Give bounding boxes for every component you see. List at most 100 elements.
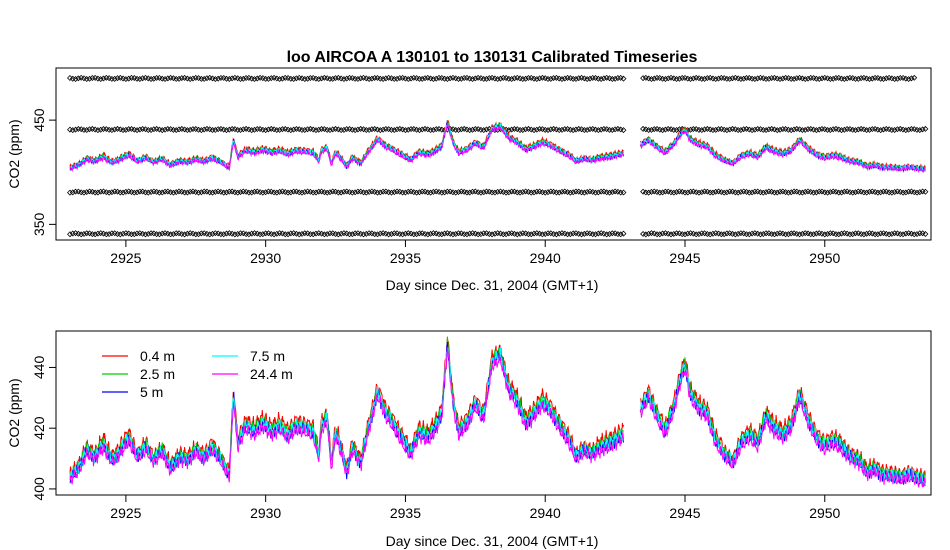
calibration-marker [732,74,739,81]
calibration-marker [838,189,845,196]
calibration-marker [150,75,157,82]
top-plot-area [67,74,929,238]
calibration-marker [656,126,663,133]
calibration-marker [698,75,705,82]
calibration-marker [545,75,551,82]
calibration-marker [67,126,73,133]
calibration-marker [190,188,196,195]
calibration-marker [67,189,73,196]
calibration-marker [251,76,258,83]
calibration-marker [452,230,459,237]
calibration-marker [665,75,672,82]
calibration-marker [287,230,294,237]
calibration-marker [349,189,356,196]
calibration-marker [125,126,132,133]
calibration-marker [335,126,342,133]
calibration-marker [676,75,683,82]
calibration-marker [659,230,666,237]
calibration-marker [528,126,535,133]
calibration-marker [251,188,258,195]
calibration-marker [712,230,719,237]
calibration-marker [763,230,770,237]
calibration-marker [687,76,694,83]
calibration-marker [874,126,881,133]
legend-label: 5 m [140,384,163,400]
calibration-marker [374,189,381,196]
calibration-marker [254,188,261,195]
calibration-marker [313,230,319,237]
calibration-marker [503,75,510,81]
calibration-marker [737,76,744,82]
calibration-marker [296,189,303,196]
calibration-marker [374,74,381,81]
calibration-marker [416,127,423,134]
calibration-marker [802,188,809,195]
calibration-marker [265,126,272,133]
calibration-marker [900,231,907,238]
calibration-marker [816,188,823,195]
calibration-marker [709,230,716,237]
calibration-marker [413,231,420,238]
calibration-marker [668,231,674,238]
calibration-marker [802,76,809,83]
calibration-marker [282,74,289,81]
calibration-marker [80,126,87,133]
calibration-marker [318,230,325,237]
calibration-marker [461,188,468,195]
calibration-marker [841,126,848,133]
calibration-marker [78,231,85,238]
calibration-marker [768,188,775,195]
calibration-marker [916,189,923,196]
calibration-marker [863,230,870,237]
calibration-marker [684,230,691,237]
calibration-marker [408,230,414,237]
calibration-marker [656,189,663,196]
calibration-marker [310,189,317,196]
calibration-marker [131,126,138,133]
calibration-marker [480,189,487,196]
calibration-marker [399,189,406,196]
calibration-marker [589,188,596,195]
calibration-marker [396,125,403,132]
calibration-marker [441,127,448,134]
calibration-marker [612,75,619,82]
calibration-marker [352,189,359,196]
calibration-marker [382,125,389,132]
calibration-marker [539,231,546,238]
calibration-marker [556,127,563,134]
calibration-marker [290,188,297,195]
calibration-marker [366,188,373,195]
calibration-marker [863,75,870,82]
calibration-marker [329,126,336,133]
calibration-marker [265,75,272,82]
calibration-marker [751,126,758,133]
calibration-marker [388,189,395,196]
calibration-marker [600,188,607,195]
calibration-marker [466,230,473,237]
calibration-marker [167,126,174,133]
calibration-marker [313,75,319,82]
calibration-marker [293,188,300,195]
calibration-marker [360,74,367,81]
calibration-marker [374,231,381,238]
calibration-marker [385,74,392,81]
calibration-marker [92,126,99,133]
calibration-marker [75,125,82,132]
calibration-marker [721,75,728,82]
calibration-marker [72,126,79,133]
calibration-marker [614,231,621,238]
calibration-marker [173,230,180,237]
calibration-marker [410,189,417,196]
calibration-marker [723,230,730,237]
calibration-marker [620,127,627,134]
calibration-marker [704,75,711,82]
calibration-marker [206,74,213,81]
calibration-marker [212,126,219,133]
calibration-marker [511,188,518,195]
calibration-marker [237,127,244,134]
calibration-marker [237,189,244,196]
calibration-marker [192,231,199,238]
calibration-marker [198,127,205,134]
calibration-marker [830,126,837,133]
calibration-marker [422,125,428,132]
